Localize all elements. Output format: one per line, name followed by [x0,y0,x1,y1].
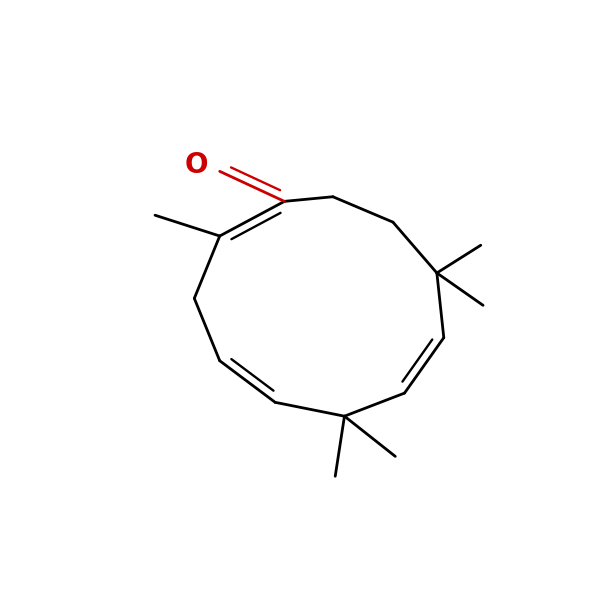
Text: O: O [185,151,208,179]
